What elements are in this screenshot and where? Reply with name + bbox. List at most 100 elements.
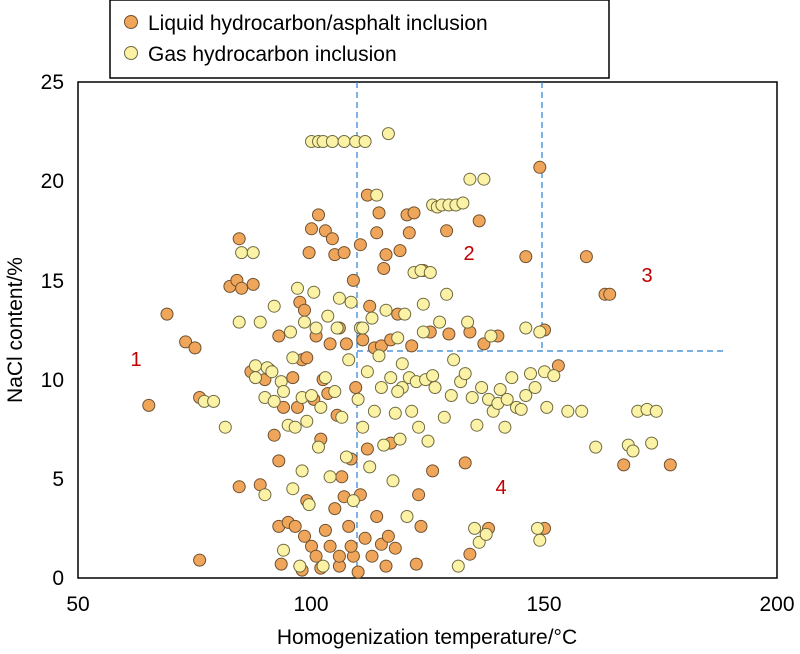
data-point-liquid [318,523,332,537]
data-point-liquid [409,557,423,571]
data-point-gas [519,389,533,402]
data-point-gas [384,371,398,385]
data-point-gas [645,436,659,450]
data-point-gas [479,527,493,541]
data-point-liquid [442,327,456,341]
data-point-gas [246,246,260,260]
data-point-liquid [335,470,349,484]
data-point-liquid [358,531,372,545]
data-point-gas [391,331,405,345]
x-tick-label: 150 [526,593,561,616]
data-point-gas [395,357,409,371]
data-point-gas [363,460,377,474]
data-point-gas [323,470,337,484]
data-point-liquid [426,464,440,478]
data-point-gas [426,369,440,383]
data-point-gas [325,135,339,148]
data-point-gas [575,404,589,418]
data-point-gas [547,369,561,383]
data-point-gas [465,391,479,404]
data-point-gas [388,406,402,420]
data-point-gas [416,297,430,311]
data-point-gas [519,321,533,335]
data-point-liquid [267,428,281,442]
data-point-gas [346,494,360,508]
data-point-liquid [365,549,379,563]
data-point-liquid [440,224,454,238]
data-point-gas [456,196,470,210]
data-point-gas [444,389,458,402]
legend: Liquid hydrocarbon/asphalt inclusion Gas… [109,0,610,79]
data-point-gas [253,315,267,329]
y-tick-label: 15 [41,270,64,293]
data-point-gas [475,381,489,394]
x-tick-label: 100 [293,593,328,616]
legend-marker-gas [124,46,138,60]
data-point-gas [286,351,300,365]
data-point-gas [249,371,262,385]
data-point-gas [524,367,537,381]
data-point-gas [493,383,507,396]
data-point-gas [291,281,304,295]
data-point-gas [500,392,514,406]
data-point-gas [218,420,232,434]
region-label-2: 2 [463,243,474,265]
data-point-liquid [393,244,407,258]
data-point-liquid [414,519,428,533]
data-point-gas [433,315,447,329]
data-point-liquid [305,222,318,236]
data-point-gas [381,127,395,141]
data-point-liquid [463,547,477,561]
y-tick-label: 0 [52,567,64,590]
data-point-gas [372,349,386,363]
data-point-gas [428,381,442,394]
data-point-gas [300,414,314,428]
data-point-gas [249,359,262,373]
legend-label-liquid: Liquid hydrocarbon/asphalt inclusion [148,12,488,35]
data-point-liquid [379,248,393,262]
data-point-liquid [193,553,207,567]
data-point-liquid [353,238,367,252]
data-point-gas [295,464,309,478]
data-point-gas [258,488,272,502]
data-point-liquid [337,246,351,260]
plot-frame [77,81,778,579]
data-point-gas [267,299,281,313]
data-point-liquid [603,287,617,301]
data-point-gas [307,285,321,299]
data-point-gas [470,418,484,432]
data-point-liquid [309,549,323,563]
data-point-liquid [363,299,377,313]
data-point-gas [393,432,407,446]
data-point-gas [284,325,297,339]
data-point-gas [379,303,393,317]
data-point-gas [461,315,475,329]
data-point-liquid [388,541,402,555]
data-point-liquid [274,557,288,571]
data-point-liquid [302,246,316,260]
data-point-liquid [349,381,363,394]
data-point-gas [351,392,365,406]
data-point-gas [398,307,412,321]
data-point-gas [235,246,249,260]
data-point-liquid [663,458,677,472]
data-point-liquid [272,329,286,343]
data-point-liquid [356,333,370,347]
data-point-gas [332,291,346,305]
data-point-liquid [407,206,421,220]
data-point-liquid [519,250,533,264]
data-point-gas [589,440,603,454]
data-point-gas [531,521,544,535]
data-point-liquid [339,337,353,351]
data-point-liquid [188,341,202,355]
data-point-liquid [360,442,374,456]
data-point-gas [302,498,316,512]
data-point-liquid [342,519,356,533]
data-point-liquid [405,339,419,353]
data-point-liquid [179,335,193,349]
data-point-gas [505,371,519,385]
region-label-4: 4 [495,477,506,499]
data-point-liquid [235,281,249,295]
data-point-gas [232,315,246,329]
data-point-gas [298,315,311,329]
